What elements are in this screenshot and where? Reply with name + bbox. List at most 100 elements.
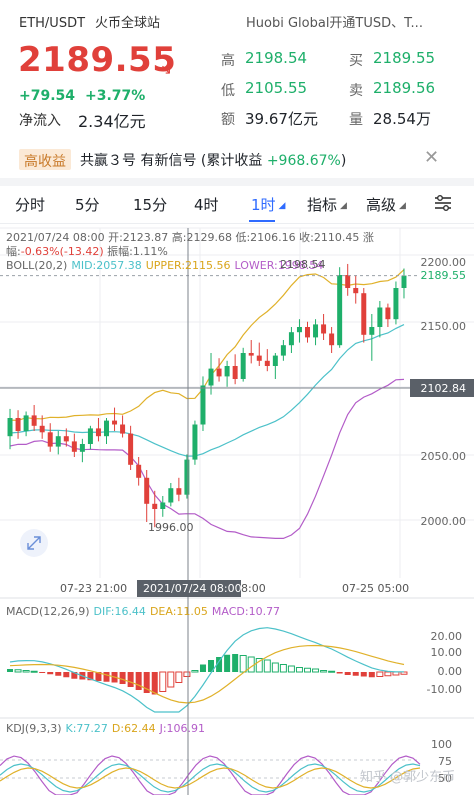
kdj-tick: 75	[438, 755, 452, 768]
change-percent: +3.77%	[85, 88, 146, 104]
candle-body	[71, 441, 77, 452]
last-price: 2189.55	[18, 40, 177, 80]
settings-icon[interactable]	[432, 192, 454, 218]
macd-bar	[360, 672, 367, 677]
macd-dea: DEA:11.05	[150, 605, 208, 618]
kdj-tick: 50	[438, 772, 452, 785]
macd-tick: 20.00	[431, 630, 463, 643]
macd-bar	[22, 670, 30, 673]
macd-tick: 10.00	[431, 646, 463, 659]
candle-body	[296, 327, 302, 333]
macd-bar	[143, 672, 150, 693]
ticker-header: ETH/USDT 火币全球站 Huobi Global开通TUSD、T... 21…	[0, 0, 474, 140]
signal-banner[interactable]: 高收益 共赢３号 有新信号 (累计收益 +968.67%) ✕	[0, 143, 474, 175]
pair-title[interactable]: ETH/USDT 火币全球站	[19, 12, 160, 31]
tab-15min[interactable]: 15分	[133, 194, 167, 215]
macd-bar	[232, 654, 239, 672]
tab-timeshare[interactable]: 分时	[15, 194, 45, 215]
close-icon[interactable]: ✕	[424, 147, 440, 168]
macd-bar	[304, 667, 311, 673]
candle-body	[280, 345, 286, 356]
macd-legend: MACD(12,26,9) DIF:16.44 DEA:11.05 MACD:10.7…	[6, 605, 280, 618]
inflow-value: 2.34亿元	[78, 112, 146, 131]
macd-bar	[208, 660, 215, 672]
macd-bar	[336, 672, 343, 674]
macd-bar	[263, 659, 271, 673]
macd-bar	[127, 672, 134, 687]
macd-bar	[295, 667, 303, 673]
min-price-label: 1996.00	[148, 521, 194, 534]
tab-5min[interactable]: 5分	[75, 194, 100, 215]
boll-lines	[9, 269, 405, 539]
candle-body	[264, 360, 270, 366]
candle-body	[31, 415, 37, 426]
boll-upper: UPPER:2115.56	[146, 259, 231, 272]
range-change: -0.63%(-13.42)	[21, 245, 104, 258]
macd-bar	[287, 665, 295, 673]
macd-bar	[368, 672, 375, 678]
kdj-legend: KDJ(9,3,3) K:77.27 D:62.44 J:106.91	[6, 722, 205, 735]
candle-body	[112, 420, 118, 425]
candle-body	[313, 324, 319, 338]
candle-body	[176, 488, 182, 495]
candle-body	[23, 415, 29, 431]
candle-body	[87, 428, 93, 444]
venue-name: 火币全球站	[95, 16, 161, 31]
candle-body	[256, 355, 262, 361]
change-amount: +79.54	[19, 88, 76, 104]
macd-bar	[312, 668, 320, 673]
candle-body	[192, 424, 198, 460]
interval-tabs: 分时 5分 15分 4时 1时 ◢ 指标 ◢ 高级 ◢	[0, 186, 474, 224]
macd-bar	[183, 671, 191, 677]
price-tick: 2000.00	[421, 515, 467, 528]
macd-panel	[7, 627, 408, 713]
exchange-notice[interactable]: Huobi Global开通TUSD、T...	[246, 16, 423, 31]
tab-indicators[interactable]: 指标 ◢	[307, 194, 347, 215]
high-yield-tag: 高收益	[19, 149, 71, 170]
banner-message-end: )	[340, 153, 347, 169]
macd-bar	[224, 654, 231, 672]
candle-body	[321, 324, 327, 334]
bid-value: 2189.55	[373, 49, 436, 67]
price-change: +79.54 +3.77%	[19, 88, 145, 104]
kdj-d-line	[0, 767, 421, 789]
candle-body	[272, 355, 278, 366]
candle-body	[200, 385, 206, 425]
caret-down-icon: ◢	[399, 201, 406, 211]
candle-body	[288, 332, 294, 346]
macd-bar	[191, 670, 199, 673]
boll-lower: LOWER:1998.54	[235, 259, 324, 272]
expand-icon[interactable]	[20, 529, 48, 557]
crosshair-time-bg	[137, 580, 241, 597]
range-suffix: 振幅:1.11%	[104, 244, 168, 258]
macd-bar	[271, 662, 279, 673]
macd-bar	[352, 672, 359, 676]
candle-body	[7, 418, 13, 437]
candle-body	[128, 433, 134, 465]
section-divider	[0, 178, 474, 186]
macd-bar	[247, 656, 255, 673]
bid-label: 买	[349, 53, 363, 69]
crosshair-price-bg	[410, 379, 474, 397]
price-tick: 2200.00	[421, 256, 467, 269]
tab-advanced[interactable]: 高级 ◢	[366, 194, 406, 215]
tab-4h[interactable]: 4时	[194, 194, 219, 215]
time-label-left: 07-23 21:00	[60, 582, 127, 595]
high-label: 高	[221, 53, 235, 69]
kdj-k: K:77.27	[66, 722, 108, 735]
ask-label: 卖	[349, 83, 363, 99]
macd-bar	[167, 671, 175, 688]
arrow-down-right-icon: ↘	[160, 62, 172, 78]
macd-bar	[39, 672, 46, 673]
tab-1h[interactable]: 1时 ◢	[251, 194, 285, 215]
candle-body	[168, 488, 174, 503]
current-price-label: 2189.55	[421, 269, 467, 282]
macd-bar	[7, 669, 14, 672]
boll-lower-line	[9, 378, 405, 539]
tab-label: 高级	[366, 196, 397, 214]
macd-bar	[71, 672, 78, 679]
candle-body	[55, 436, 61, 447]
chart-overlay	[0, 228, 418, 795]
tab-label: 15分	[133, 196, 168, 214]
